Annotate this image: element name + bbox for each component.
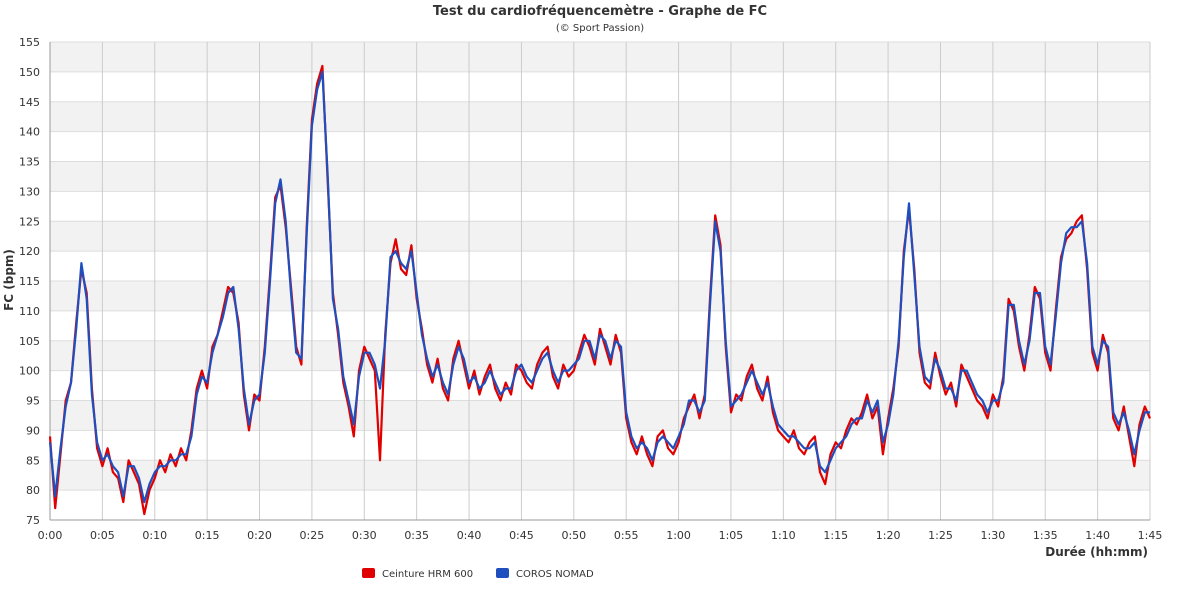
chart-subtitle: (© Sport Passion) (556, 23, 644, 34)
x-axis-title: Durée (hh:mm) (1045, 545, 1148, 559)
grid-band (50, 400, 1150, 431)
y-tick-label: 95 (26, 395, 40, 408)
legend-label-1: Ceinture HRM 600 (382, 569, 473, 580)
y-tick-label: 110 (19, 305, 40, 318)
y-tick-label: 80 (26, 484, 40, 497)
x-tick-label: 0:00 (38, 529, 63, 542)
y-tick-label: 75 (26, 514, 40, 527)
x-axis-ticks: 0:00 0:05 0:10 0:15 0:20 0:25 0:30 0:35 0:40 0:45… (38, 529, 1163, 542)
y-tick-label: 140 (19, 126, 40, 139)
y-tick-label: 135 (19, 156, 40, 169)
x-tick-label: 1:10 (771, 529, 796, 542)
legend: Ceinture HRM 600 COROS NOMAD (362, 568, 594, 580)
grid-band (50, 71, 1150, 102)
x-tick-label: 1:40 (1085, 529, 1110, 542)
y-tick-label: 125 (19, 215, 40, 228)
grid-band (50, 221, 1150, 252)
grid-band (50, 131, 1150, 162)
x-tick-label: 0:20 (247, 529, 272, 542)
grid-band (50, 340, 1150, 371)
x-tick-label: 1:35 (1033, 529, 1058, 542)
y-tick-label: 100 (19, 365, 40, 378)
x-tick-label: 0:55 (614, 529, 639, 542)
x-tick-label: 0:10 (142, 529, 167, 542)
grid-band (50, 370, 1150, 401)
grid-band (50, 281, 1150, 311)
legend-swatch-2 (496, 568, 509, 578)
grid-band (50, 161, 1150, 192)
x-tick-label: 0:05 (90, 529, 115, 542)
legend-label-2: COROS NOMAD (516, 569, 594, 580)
y-tick-label: 120 (19, 245, 40, 258)
grid-band (50, 490, 1150, 520)
grid-band (50, 460, 1150, 491)
x-tick-label: 0:30 (352, 529, 377, 542)
series-line-2 (48, 70, 1150, 504)
legend-swatch-1 (362, 568, 375, 578)
grid-band (50, 101, 1150, 132)
chart-title: Test du cardiofréquencemètre - Graphe de… (433, 4, 767, 19)
x-tick-label: 0:25 (300, 529, 325, 542)
x-tick-label: 1:05 (719, 529, 744, 542)
y-tick-label: 145 (19, 96, 40, 109)
x-tick-label: 0:45 (509, 529, 534, 542)
x-tick-label: 1:30 (981, 529, 1006, 542)
x-tick-label: 0:50 (561, 529, 586, 542)
x-tick-label: 0:15 (195, 529, 220, 542)
x-tick-label: 0:40 (457, 529, 482, 542)
y-axis-title: FC (bpm) (2, 249, 16, 311)
x-tick-label: 1:20 (876, 529, 901, 542)
grid-band (50, 430, 1150, 461)
x-tick-label: 1:00 (666, 529, 691, 542)
y-axis-ticks: 75 80 85 90 95 100 105 110 115 120 125 130 135 140 145… (19, 36, 40, 527)
x-tick-label: 0:35 (404, 529, 429, 542)
grid-band (50, 251, 1150, 281)
plot-bands (50, 42, 1150, 520)
plot-series (48, 64, 1152, 516)
y-tick-label: 130 (19, 185, 40, 198)
grid-band (50, 42, 1150, 72)
y-tick-label: 85 (26, 454, 40, 467)
y-tick-label: 90 (26, 424, 40, 437)
x-tick-label: 1:25 (928, 529, 953, 542)
y-tick-label: 105 (19, 335, 40, 348)
grid-band (50, 191, 1150, 222)
x-tick-label: 1:45 (1138, 529, 1163, 542)
y-tick-label: 155 (19, 36, 40, 49)
x-tick-label: 1:15 (823, 529, 848, 542)
y-tick-label: 115 (19, 275, 40, 288)
y-tick-label: 150 (19, 66, 40, 79)
